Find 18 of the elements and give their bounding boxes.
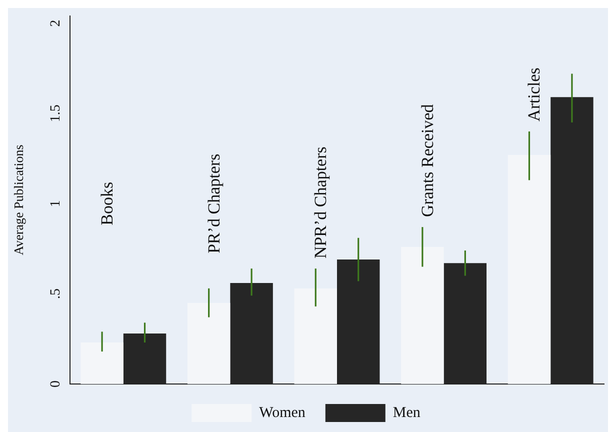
x-tick-label: PR’d Chapters [204, 154, 224, 254]
x-tick-label: NPR’d Chapters [311, 146, 330, 259]
y-axis-title: Average Publications [11, 144, 26, 256]
y-tick-label: 1 [48, 200, 64, 208]
bar [80, 342, 124, 384]
x-tick-label: Books [98, 182, 117, 226]
y-tick-label: 2 [48, 20, 64, 27]
y-tick-label: 1.5 [48, 104, 64, 122]
bar [187, 302, 230, 384]
legend-label: Women [259, 404, 306, 421]
y-tick-label: .5 [48, 288, 64, 300]
bar [294, 288, 337, 384]
legend-label: Men [392, 404, 421, 421]
x-tick-label: Articles [524, 68, 544, 122]
x-tick-label: Grants Received [418, 104, 437, 218]
bar [401, 246, 444, 384]
bar [508, 154, 551, 384]
y-tick-label: 0 [48, 380, 64, 388]
